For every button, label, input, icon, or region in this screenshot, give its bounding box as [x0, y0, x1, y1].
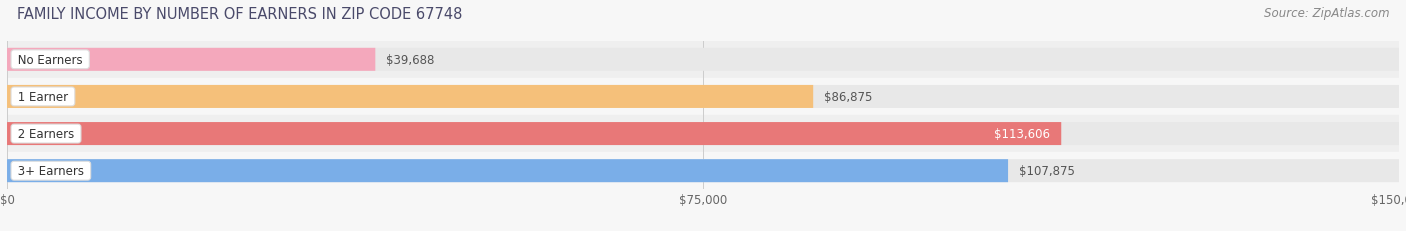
Bar — [7, 79, 1399, 116]
FancyBboxPatch shape — [7, 85, 1399, 109]
Text: FAMILY INCOME BY NUMBER OF EARNERS IN ZIP CODE 67748: FAMILY INCOME BY NUMBER OF EARNERS IN ZI… — [17, 7, 463, 22]
FancyBboxPatch shape — [7, 159, 1008, 182]
Text: $113,606: $113,606 — [994, 128, 1050, 140]
Text: Source: ZipAtlas.com: Source: ZipAtlas.com — [1264, 7, 1389, 20]
FancyBboxPatch shape — [7, 122, 1062, 146]
FancyBboxPatch shape — [7, 159, 1399, 182]
Bar — [7, 152, 1399, 189]
Text: No Earners: No Earners — [14, 54, 86, 67]
Bar — [7, 42, 1399, 79]
Bar — [7, 116, 1399, 152]
FancyBboxPatch shape — [7, 49, 1399, 72]
Text: $86,875: $86,875 — [824, 91, 873, 103]
Text: 3+ Earners: 3+ Earners — [14, 164, 87, 177]
FancyBboxPatch shape — [7, 49, 375, 72]
FancyBboxPatch shape — [7, 122, 1399, 146]
Text: $107,875: $107,875 — [1019, 164, 1076, 177]
Text: $39,688: $39,688 — [387, 54, 434, 67]
FancyBboxPatch shape — [7, 85, 813, 109]
Text: 1 Earner: 1 Earner — [14, 91, 72, 103]
Text: 2 Earners: 2 Earners — [14, 128, 77, 140]
